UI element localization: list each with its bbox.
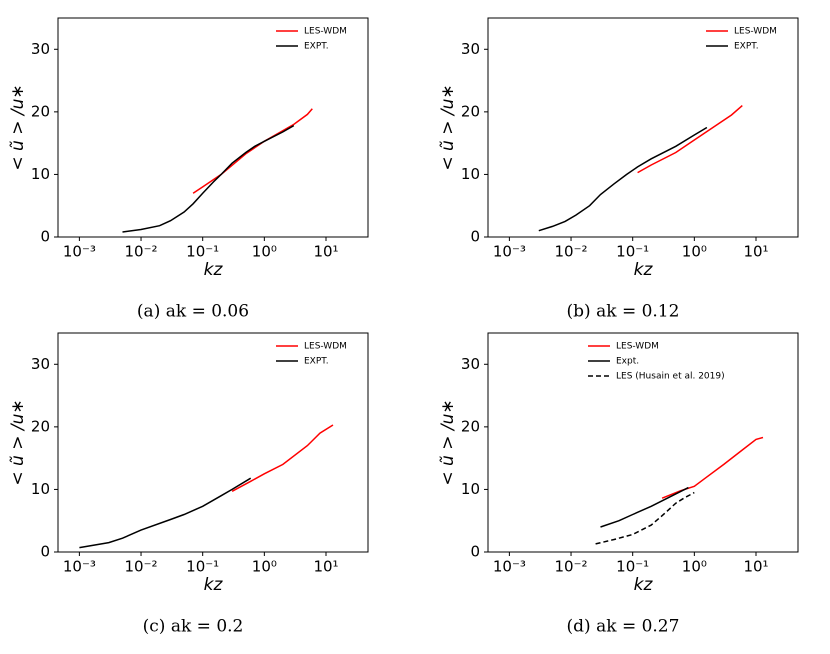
y-tick-label: 0 — [40, 543, 50, 561]
x-tick-label: 10⁰ — [682, 243, 707, 261]
y-axis-label: < ũ > /u∗ — [438, 84, 458, 170]
y-axis-label: < ũ > /u∗ — [8, 399, 28, 485]
y-tick-label: 30 — [31, 355, 50, 373]
series-line — [122, 124, 295, 233]
y-tick-label: 0 — [470, 543, 480, 561]
caption: (d) ak = 0.27 — [567, 617, 680, 637]
x-tick-label: 10⁻¹ — [616, 243, 649, 261]
series-line — [637, 105, 743, 174]
y-tick-label: 10 — [461, 165, 480, 183]
series-line — [231, 424, 334, 492]
caption: (a) ak = 0.06 — [137, 302, 249, 322]
x-axis-label: kz — [634, 575, 654, 595]
legend-label: LES-WDM — [734, 27, 777, 37]
x-tick-label: 10⁻³ — [63, 558, 96, 576]
legend-label: LES-WDM — [304, 27, 347, 37]
legend-label: EXPT. — [304, 357, 329, 367]
x-tick-label: 10⁻² — [555, 558, 588, 576]
plot-frame — [57, 17, 369, 238]
panel: 10⁻³ 10⁻² 10⁻¹ 10⁰ 10¹ 0 10 20 30 kz < ũ > /u∗ (a) … — [8, 17, 369, 322]
panel: 10⁻³ 10⁻² 10⁻¹ 10⁰ 10¹ 0 10 20 30 kz < ũ > /u∗ (c) … — [8, 332, 369, 637]
series-line — [595, 491, 695, 545]
x-tick-label: 10⁰ — [252, 243, 277, 261]
plot-frame — [487, 332, 799, 553]
x-tick-label: 10⁻¹ — [186, 558, 219, 576]
x-tick-label: 10⁻¹ — [616, 558, 649, 576]
x-tick-label: 10⁻² — [125, 558, 158, 576]
y-tick-label: 0 — [40, 228, 50, 246]
x-axis-label: kz — [634, 260, 654, 280]
x-tick-label: 10⁻¹ — [186, 243, 219, 261]
panel: 10⁻³ 10⁻² 10⁻¹ 10⁰ 10¹ 0 10 20 30 kz < ũ > /u∗ (b) … — [438, 17, 799, 322]
x-tick-label: 10⁻² — [555, 243, 588, 261]
y-axis-label: < ũ > /u∗ — [438, 399, 458, 485]
legend-label: LES-WDM — [304, 342, 347, 352]
legend-label: LES-WDM — [616, 342, 659, 352]
series-line — [192, 108, 313, 194]
y-axis-label: < ũ > /u∗ — [8, 84, 28, 170]
series-line — [661, 436, 764, 499]
y-tick-label: 10 — [31, 480, 50, 498]
plot-frame — [487, 17, 799, 238]
series-line — [600, 486, 689, 528]
y-tick-label: 30 — [461, 355, 480, 373]
x-axis-label: kz — [204, 575, 224, 595]
x-tick-label: 10⁰ — [252, 558, 277, 576]
x-tick-label: 10¹ — [313, 558, 338, 576]
x-tick-label: 10⁻² — [125, 243, 158, 261]
y-tick-label: 10 — [461, 480, 480, 498]
y-tick-label: 20 — [31, 102, 50, 120]
x-tick-label: 10¹ — [313, 243, 338, 261]
x-tick-label: 10¹ — [743, 558, 768, 576]
panel: 10⁻³ 10⁻² 10⁻¹ 10⁰ 10¹ 0 10 20 30 kz < ũ > /u∗ (d) … — [438, 332, 799, 637]
y-tick-label: 0 — [470, 228, 480, 246]
x-tick-label: 10⁻³ — [493, 243, 526, 261]
plot-frame — [57, 332, 369, 553]
legend-label: LES (Husain et al. 2019) — [616, 372, 725, 382]
y-tick-label: 20 — [31, 417, 50, 435]
caption: (b) ak = 0.12 — [567, 302, 680, 322]
x-tick-label: 10⁻³ — [63, 243, 96, 261]
legend-label: EXPT. — [734, 42, 759, 52]
x-tick-label: 10⁻³ — [493, 558, 526, 576]
series-line — [538, 126, 708, 232]
x-axis-label: kz — [204, 260, 224, 280]
legend-label: EXPT. — [304, 42, 329, 52]
y-tick-label: 30 — [461, 40, 480, 58]
y-tick-label: 10 — [31, 165, 50, 183]
x-tick-label: 10⁰ — [682, 558, 707, 576]
caption: (c) ak = 0.2 — [143, 617, 244, 637]
y-tick-label: 20 — [461, 417, 480, 435]
y-tick-label: 30 — [31, 40, 50, 58]
series-line — [79, 477, 252, 549]
x-tick-label: 10¹ — [743, 243, 768, 261]
legend-label: Expt. — [616, 357, 639, 367]
y-tick-label: 20 — [461, 102, 480, 120]
